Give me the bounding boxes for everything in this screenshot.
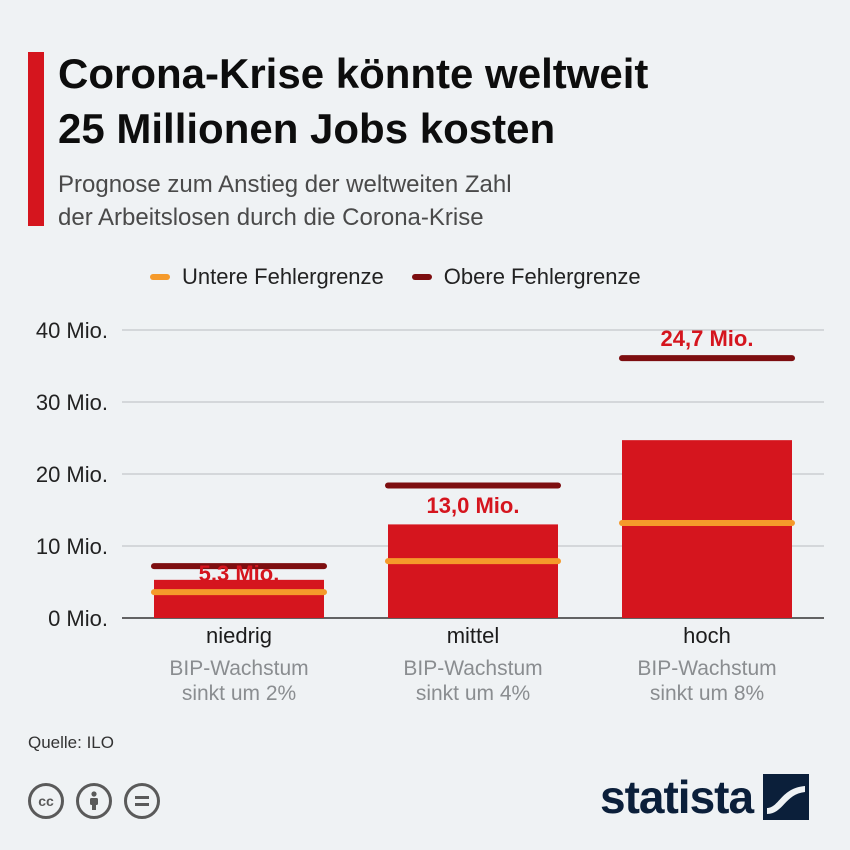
chart-subtitle: Prognose zum Anstieg der weltweiten Zahl…: [58, 168, 818, 234]
legend-label-upper: Obere Fehlergrenze: [443, 264, 641, 289]
license-icons: cc: [28, 783, 160, 819]
y-tick-label: 30 Mio.: [36, 390, 108, 415]
category-label: niedrig: [206, 623, 272, 648]
category-subtitle: sinkt um 4%: [416, 682, 530, 705]
attribution-icon[interactable]: [76, 783, 112, 819]
legend-swatch-upper: [411, 274, 432, 280]
statista-logo[interactable]: statista: [600, 770, 810, 824]
title-line-1: Corona-Krise könnte weltweit: [58, 50, 649, 97]
category-subtitle: BIP-Wachstum: [637, 657, 776, 680]
bar-chart: 0 Mio. 10 Mio. 20 Mio. 30 Mio. 40 Mio. 5,3 Mi…: [36, 318, 824, 705]
source-note: Quelle: ILO: [28, 733, 114, 752]
category-label: mittel: [447, 623, 500, 648]
category-subtitle: sinkt um 8%: [650, 682, 764, 705]
title-accent-bar: [28, 52, 44, 226]
y-tick-label: 20 Mio.: [36, 462, 108, 487]
y-tick-label: 0 Mio.: [48, 606, 108, 631]
chart-title: Corona-Krise könnte weltweit 25 Millione…: [58, 46, 838, 156]
y-tick-label: 10 Mio.: [36, 534, 108, 559]
legend-label-lower: Untere Fehlergrenze: [182, 264, 384, 289]
legend-item-upper: Obere Fehlergrenze: [411, 264, 641, 290]
statista-logo-icon: [763, 774, 810, 820]
creative-commons-icon[interactable]: cc: [28, 783, 64, 819]
title-line-2: 25 Millionen Jobs kosten: [58, 105, 556, 152]
bar: [154, 579, 324, 618]
category-subtitle: BIP-Wachstum: [169, 657, 308, 680]
value-label: 13,0 Mio.: [427, 493, 520, 518]
y-tick-label: 40 Mio.: [36, 318, 108, 343]
legend: Untere Fehlergrenze Obere Fehlergrenze: [150, 264, 641, 290]
bar: [622, 440, 792, 618]
category-subtitle: sinkt um 2%: [182, 682, 296, 705]
value-label: 5,3 Mio.: [199, 561, 280, 586]
legend-swatch-lower: [150, 274, 170, 280]
bar: [388, 524, 558, 618]
value-label: 24,7 Mio.: [661, 326, 754, 351]
category-subtitle: BIP-Wachstum: [403, 657, 542, 680]
legend-item-lower: Untere Fehlergrenze: [150, 264, 384, 290]
category-label: hoch: [683, 623, 731, 648]
subtitle-line-1: Prognose zum Anstieg der weltweiten Zahl: [58, 171, 512, 198]
no-derivatives-icon[interactable]: [124, 783, 160, 819]
subtitle-line-2: der Arbeitslosen durch die Corona-Krise: [58, 204, 484, 231]
brand-wordmark: statista: [600, 771, 754, 823]
